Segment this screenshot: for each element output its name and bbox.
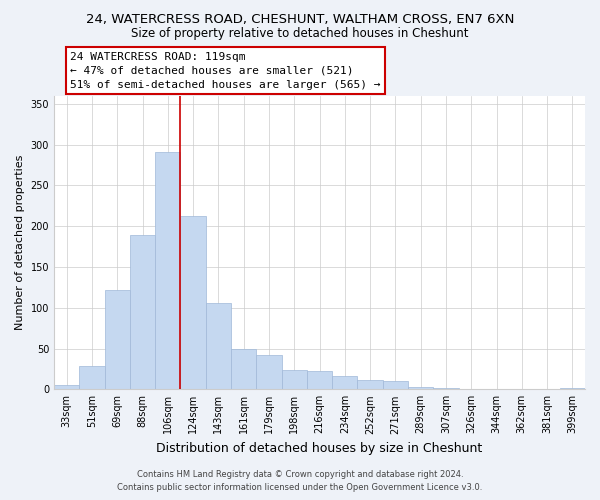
Bar [231,348,256,390]
Bar [433,388,458,390]
Bar [130,235,155,390]
Y-axis label: Number of detached properties: Number of detached properties [15,155,25,330]
Bar [256,355,281,390]
Text: Contains HM Land Registry data © Crown copyright and database right 2024.
Contai: Contains HM Land Registry data © Crown c… [118,470,482,492]
Bar [104,290,130,390]
Bar [281,370,307,390]
Text: Size of property relative to detached houses in Cheshunt: Size of property relative to detached ho… [131,28,469,40]
Bar [408,387,433,390]
X-axis label: Distribution of detached houses by size in Cheshunt: Distribution of detached houses by size … [157,442,482,455]
Bar [206,303,231,390]
Bar [155,152,181,390]
Bar [383,381,408,390]
Bar [54,385,79,390]
Bar [358,380,383,390]
Bar [79,366,104,390]
Bar [307,372,332,390]
Text: 24, WATERCRESS ROAD, CHESHUNT, WALTHAM CROSS, EN7 6XN: 24, WATERCRESS ROAD, CHESHUNT, WALTHAM C… [86,12,514,26]
Bar [181,216,206,390]
Bar [560,388,585,390]
Bar [332,376,358,390]
Text: 24 WATERCRESS ROAD: 119sqm
← 47% of detached houses are smaller (521)
51% of sem: 24 WATERCRESS ROAD: 119sqm ← 47% of deta… [70,52,380,90]
